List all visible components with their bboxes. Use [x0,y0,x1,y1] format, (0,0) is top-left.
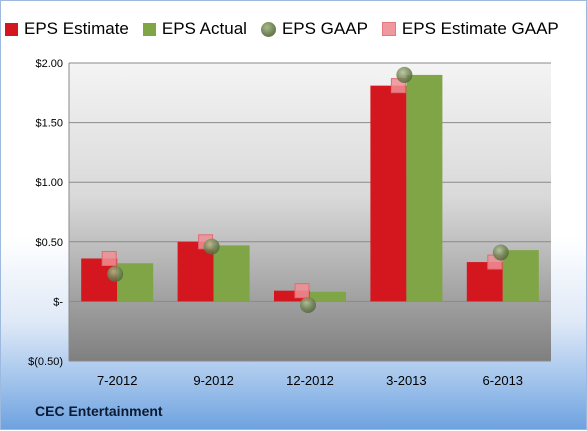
legend-swatch-eps-estimate [5,22,18,36]
legend-item-eps-gaap: EPS GAAP [260,19,368,39]
legend-label-eps-gaap: EPS GAAP [281,19,368,38]
x-axis-ticks: 7-2012 9-2012 12-2012 3-2013 6-2013 [97,373,523,388]
marker-eps-gaap [107,265,124,282]
legend-item-eps-estimate-gaap: EPS Estimate GAAP [381,19,559,39]
bar-eps-estimate [370,85,407,302]
legend: EPS Estimate EPS Actual EPS GAAP EPS Est… [5,17,585,41]
bar-eps-actual [213,245,250,302]
marker-eps-gaap [300,296,316,313]
bar-eps-actual [502,250,539,302]
marker-eps-estimate-gaap [294,283,310,299]
legend-item-eps-estimate: EPS Estimate [5,19,129,39]
y-tick-label: $2.00 [35,58,63,70]
y-tick-label: $- [53,296,63,308]
x-tick-label: 9-2012 [193,373,233,388]
x-tick-label: 7-2012 [97,373,137,388]
x-tick-label: 12-2012 [286,373,334,388]
y-tick-label: $1.50 [35,118,63,130]
legend-swatch-eps-actual [142,22,156,36]
legend-label-eps-estimate-gaap: EPS Estimate GAAP [401,19,559,38]
y-tick-label: $0.50 [35,237,63,249]
y-tick-label: $(0.50) [28,356,63,368]
plot-area [69,63,551,361]
y-axis-ticks: $2.00 $1.50 $1.00 $0.50 $- $(0.50) [28,58,63,368]
bar-eps-actual [406,74,443,302]
legend-label-eps-estimate: EPS Estimate [24,19,129,38]
marker-eps-gaap [492,244,509,261]
legend-label-eps-actual: EPS Actual [161,19,247,38]
marker-eps-gaap [203,238,220,255]
marker-eps-estimate-gaap [101,250,117,266]
marker-eps-gaap [396,66,413,83]
legend-item-eps-actual: EPS Actual [142,19,247,39]
company-name: CEC Entertainment [35,403,163,419]
bar-eps-actual [117,263,154,302]
legend-swatch-eps-gaap [260,21,276,37]
markers [101,66,509,313]
legend-swatch-eps-estimate-gaap [381,22,396,36]
y-tick-label: $1.00 [35,177,63,189]
x-tick-label: 6-2013 [483,373,523,388]
x-tick-label: 3-2013 [386,373,426,388]
bar-eps-actual [310,291,346,302]
bar-eps-estimate [274,290,310,302]
